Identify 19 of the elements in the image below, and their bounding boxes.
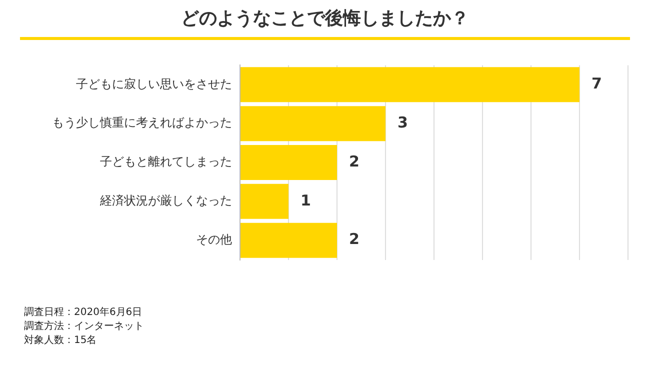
- y-tick-label: その他: [196, 232, 232, 246]
- data-label: 3: [398, 113, 408, 132]
- bar: [240, 144, 337, 180]
- bar: [240, 222, 337, 258]
- text: 調査方法：インターネット: [24, 320, 144, 334]
- y-tick-label: 子どもに寂しい思いをさせた: [76, 76, 232, 91]
- data-label: 2: [349, 152, 360, 170]
- chart-title: どのようなことで後悔しましたか？: [180, 7, 470, 30]
- y-tick-label: もう少し慎重に考えればよかった: [52, 116, 232, 130]
- y-tick-label: 経済状況が厳しくなった: [99, 194, 232, 208]
- data-label: 1: [300, 191, 311, 210]
- data-label: 7: [592, 74, 602, 93]
- bar: [240, 67, 580, 102]
- data-label: 2: [349, 230, 360, 248]
- text: 調査日程：2020年6月6日: [24, 306, 144, 320]
- bar: [240, 184, 288, 219]
- y-tick-label: 子どもと離れてしまった: [100, 154, 232, 169]
- text: 対象人数：15名: [24, 334, 98, 348]
- bar: [240, 106, 386, 142]
